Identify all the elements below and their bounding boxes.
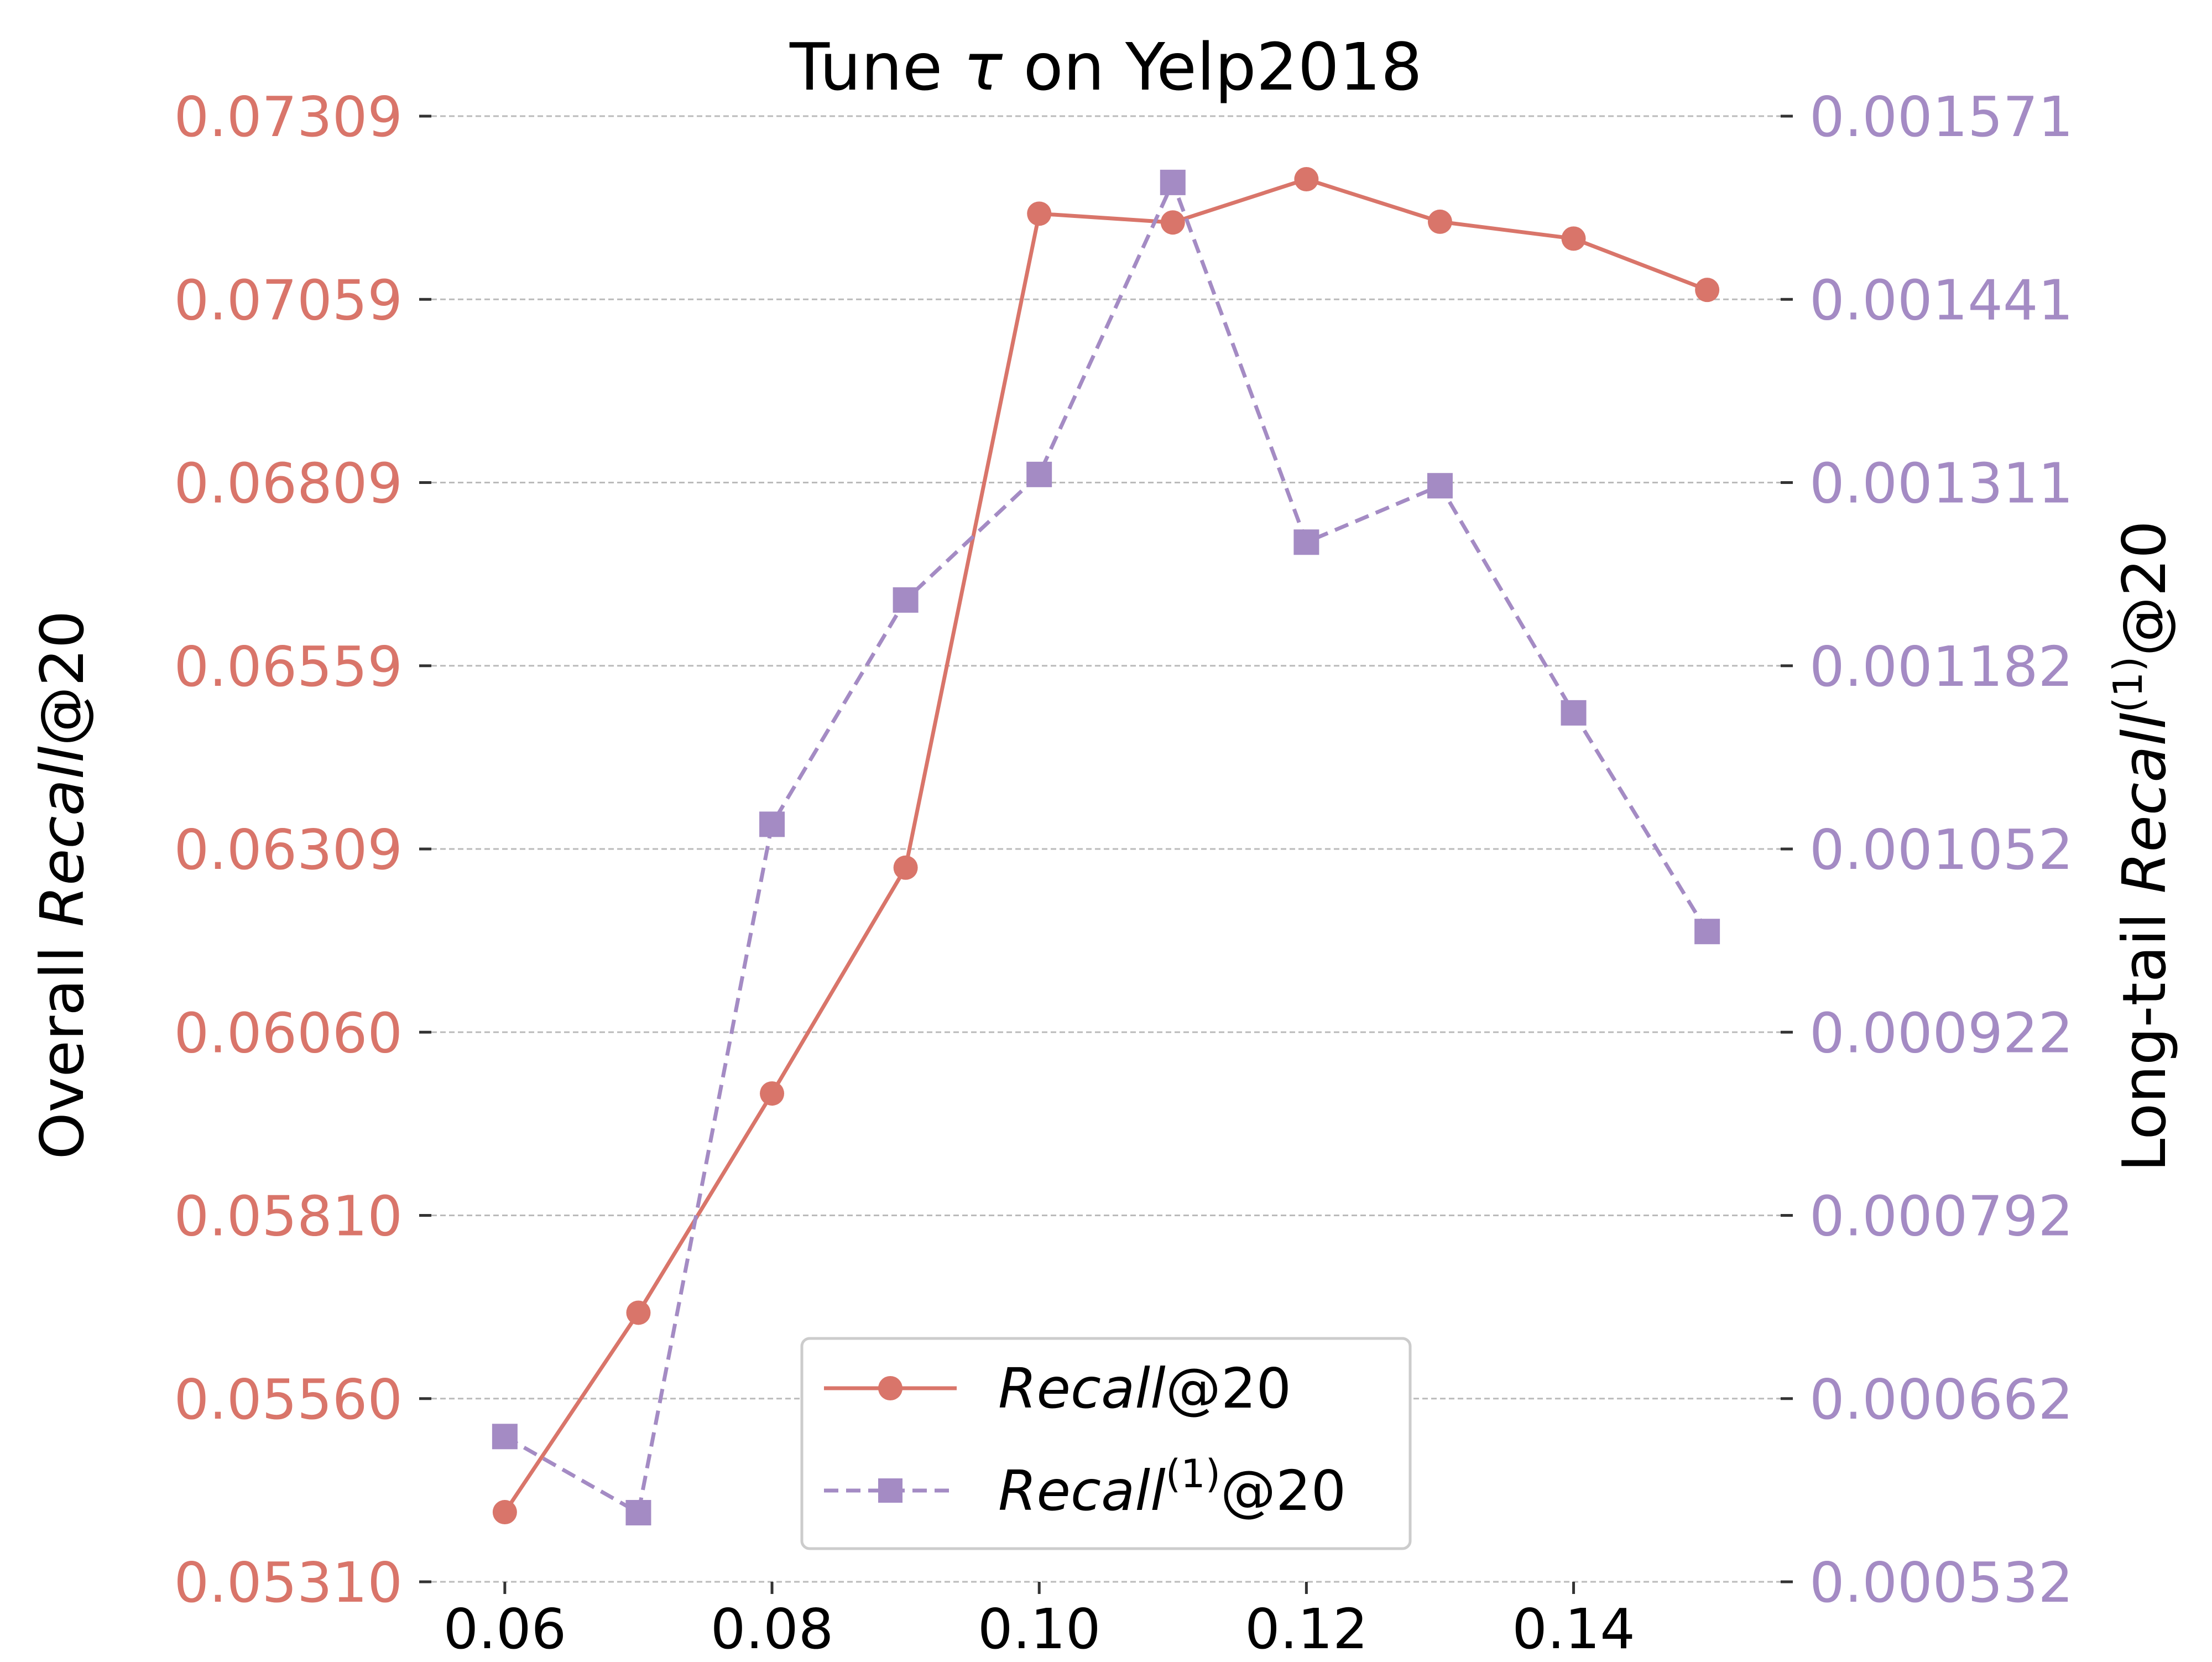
data-point-recall xyxy=(760,1081,785,1106)
left-tick-label: 0.07059 xyxy=(174,268,403,332)
gridlines xyxy=(431,115,1781,1583)
right-tick-label: 0.001052 xyxy=(1809,817,2073,882)
legend-label-recall: Recall@20 xyxy=(998,1356,1291,1421)
data-point-recall1 xyxy=(1293,529,1319,555)
data-point-recall1 xyxy=(625,1500,651,1526)
data-point-recall xyxy=(1027,201,1052,226)
data-point-recall1 xyxy=(759,811,785,837)
data-point-recall xyxy=(626,1300,651,1325)
legend-box xyxy=(800,1337,1412,1550)
left-tick-label: 0.05560 xyxy=(174,1367,403,1432)
right-tick-label: 0.001441 xyxy=(1809,268,2073,332)
data-point-recall1 xyxy=(1561,700,1587,726)
data-point-recall xyxy=(893,855,918,880)
data-point-recall xyxy=(1695,278,1720,303)
legend-label-recall1: Recall(1)@20 xyxy=(998,1451,1346,1523)
right-tick-label: 0.001182 xyxy=(1809,634,2073,699)
right-tick-label: 0.000792 xyxy=(1809,1184,2073,1249)
series-line-recall xyxy=(503,177,1708,1514)
data-point-recall xyxy=(1294,167,1319,192)
x-tick-label: 0.08 xyxy=(711,1597,834,1659)
svg-text:Overall Recall@20: Overall Recall@20 xyxy=(28,611,97,1160)
data-point-recall1 xyxy=(492,1424,518,1450)
x-tick-label: 0.12 xyxy=(1245,1597,1368,1659)
axes: 0.05310 0.000532 0.05560 0.000662 0.05810 0.0… xyxy=(174,85,2073,1661)
left-tick-label: 0.05310 xyxy=(174,1550,403,1615)
x-tick-label: 0.06 xyxy=(444,1597,567,1659)
right-tick-label: 0.000662 xyxy=(1809,1367,2073,1432)
data-point-recall1 xyxy=(893,587,919,613)
series-line-recall1 xyxy=(504,180,1709,1515)
right-tick-label: 0.000532 xyxy=(1809,1550,2073,1615)
right-tick-label: 0.001311 xyxy=(1809,451,2073,516)
chart-title: Tune τ on Yelp2018 xyxy=(789,29,1422,105)
left-tick-label: 0.06060 xyxy=(174,1001,403,1065)
left-tick-label: 0.06809 xyxy=(174,451,403,516)
svg-text:Long-tail Recall(1)@20: Long-tail Recall(1)@20 xyxy=(2105,520,2179,1172)
left-tick-label: 0.05810 xyxy=(174,1184,403,1249)
x-tick-label: 0.14 xyxy=(1512,1597,1635,1659)
data-point-recall xyxy=(1427,209,1452,234)
data-point-recall xyxy=(1160,210,1185,235)
left-tick-label: 0.06309 xyxy=(174,817,403,882)
legend: Recall@20 Recall(1)@20 xyxy=(800,1337,1412,1550)
legend-marker-recall xyxy=(878,1376,902,1400)
right-tick-label: 0.000922 xyxy=(1809,1001,2073,1065)
title-tau-symbol: τ xyxy=(963,29,1003,105)
left-tick-label: 0.06559 xyxy=(174,634,403,699)
data-point-recall1 xyxy=(1694,919,1720,945)
title-group: Tune τ on Yelp2018 xyxy=(789,29,1422,105)
data-point-recall1 xyxy=(1160,169,1186,195)
left-y-axis-label: Overall Recall@20 xyxy=(28,611,97,1160)
data-point-recall xyxy=(1561,226,1586,251)
data-point-recall1 xyxy=(1427,473,1453,499)
right-tick-label: 0.001571 xyxy=(1809,85,2073,149)
right-y-axis-label: Long-tail Recall(1)@20 xyxy=(2105,520,2179,1172)
legend-marker-recall1 xyxy=(878,1478,902,1503)
x-tick-label: 0.10 xyxy=(978,1597,1101,1659)
left-tick-label: 0.07309 xyxy=(174,85,403,149)
series xyxy=(492,167,1720,1526)
data-point-recall xyxy=(492,1500,517,1525)
data-point-recall1 xyxy=(1026,461,1052,487)
